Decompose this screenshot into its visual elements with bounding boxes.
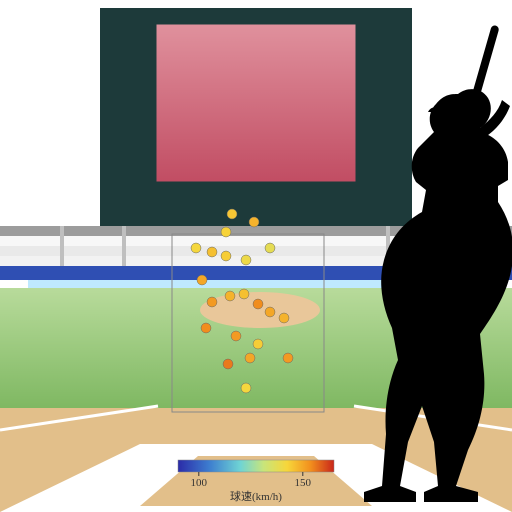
- pitch-dot-6: [241, 255, 251, 265]
- pitch-dot-2: [249, 217, 259, 227]
- colorbar: [178, 460, 334, 472]
- pitch-dot-21: [283, 353, 293, 363]
- colorbar-axis-label: 球速(km/h): [230, 489, 282, 503]
- pitch-dot-4: [207, 247, 217, 257]
- pitch-dot-17: [279, 313, 289, 323]
- colorbar-tick-label-150: 150: [295, 477, 312, 489]
- pitchers-mound: [200, 292, 320, 328]
- pitch-dot-5: [221, 251, 231, 261]
- pitch-dot-16: [253, 339, 263, 349]
- pitch-dot-11: [239, 289, 249, 299]
- pitch-dot-19: [245, 353, 255, 363]
- pitch-dot-14: [201, 323, 211, 333]
- pitch-dot-13: [265, 307, 275, 317]
- pitch-dot-20: [241, 383, 251, 393]
- pitch-dot-0: [221, 227, 231, 237]
- pitch-dot-15: [231, 331, 241, 341]
- colorbar-tick-label-100: 100: [191, 477, 208, 489]
- pitch-dot-18: [223, 359, 233, 369]
- pitch-dot-12: [253, 299, 263, 309]
- pitch-dot-10: [225, 291, 235, 301]
- scoreboard-leg-0: [130, 186, 382, 204]
- scoreboard-screen: [156, 24, 356, 182]
- pitch-dot-1: [227, 209, 237, 219]
- pitch-dot-9: [207, 297, 217, 307]
- pitch-dot-3: [191, 243, 201, 253]
- pitch-dot-8: [197, 275, 207, 285]
- pitch-dot-7: [265, 243, 275, 253]
- pitch-chart: 100 150 球速(km/h): [0, 0, 512, 512]
